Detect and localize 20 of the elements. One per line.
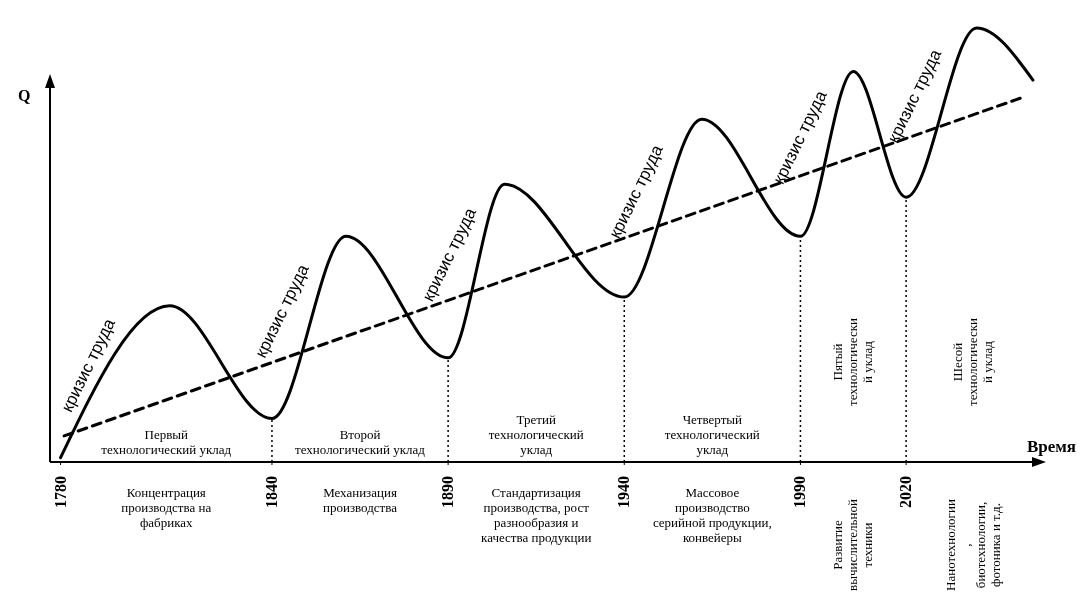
- annotation: Третий технологический уклад: [488, 412, 584, 457]
- annotation: Второй технологический уклад: [295, 427, 426, 457]
- text: Стандартизация производства, рост разнообразия и качества продукции: [481, 485, 592, 545]
- text: Развитие вычислительной техники: [830, 499, 876, 591]
- annotation: Шесой технологически й уклад: [950, 317, 996, 407]
- x-axis-title: Время: [1026, 437, 1076, 456]
- text: Концентрация производства на фабриках: [121, 485, 212, 530]
- text: Механизация производства: [323, 485, 398, 515]
- x-tick-label: 1990: [791, 476, 809, 508]
- x-tick-label: 1890: [439, 476, 457, 508]
- text: Массовое производство серийной продукции, конвейеры: [652, 485, 772, 545]
- x-tick-label: 2020: [897, 476, 915, 508]
- annotation: Первый технологический уклад: [101, 427, 232, 457]
- x-tick-label: 1840: [262, 476, 280, 508]
- x-tick-label: 1780: [51, 476, 69, 508]
- y-axis-title: Q: [18, 87, 31, 104]
- annotation: Четвертый технологический уклад: [664, 412, 760, 457]
- text: Нанотехнологии , биотехнологии, фотоника и т.д.: [942, 499, 1003, 591]
- annotation: Пятый технологически й уклад: [830, 317, 876, 407]
- x-tick-label: 1940: [615, 476, 633, 508]
